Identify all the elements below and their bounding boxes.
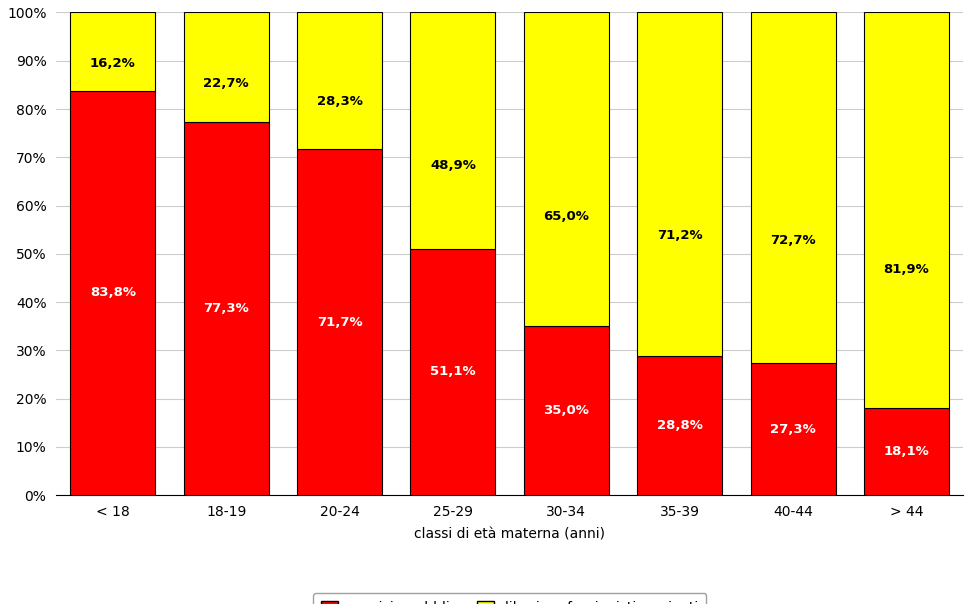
Text: 71,7%: 71,7% [317, 316, 362, 329]
Bar [637, 356, 721, 495]
Bar [410, 249, 495, 495]
Bar [523, 326, 609, 495]
Text: 65,0%: 65,0% [543, 210, 588, 223]
Text: 22,7%: 22,7% [203, 77, 249, 90]
Bar [183, 122, 268, 495]
Bar [183, 13, 268, 122]
Bar [71, 91, 155, 495]
Text: 51,1%: 51,1% [429, 365, 475, 379]
Bar [750, 13, 834, 364]
Text: 48,9%: 48,9% [429, 159, 476, 172]
X-axis label: classi di età materna (anni): classi di età materna (anni) [414, 527, 605, 541]
Bar [637, 13, 721, 356]
Text: 77,3%: 77,3% [203, 302, 249, 315]
Bar [410, 13, 495, 249]
Text: 35,0%: 35,0% [543, 404, 588, 417]
Text: 27,3%: 27,3% [769, 423, 815, 436]
Text: 83,8%: 83,8% [90, 286, 136, 300]
Bar [523, 13, 609, 326]
Text: 16,2%: 16,2% [90, 57, 136, 70]
Text: 71,2%: 71,2% [656, 230, 702, 242]
Text: 18,1%: 18,1% [883, 445, 928, 458]
Bar [297, 149, 382, 495]
Legend: servizio pubblico, liberi professionisti o privati: servizio pubblico, liberi professionisti… [313, 593, 705, 604]
Bar [71, 13, 155, 91]
Text: 72,7%: 72,7% [769, 234, 815, 247]
Text: 28,8%: 28,8% [656, 419, 702, 432]
Bar [750, 364, 834, 495]
Bar [863, 408, 948, 495]
Bar [863, 13, 948, 408]
Text: 28,3%: 28,3% [316, 95, 362, 108]
Text: 81,9%: 81,9% [883, 263, 928, 276]
Bar [297, 13, 382, 149]
